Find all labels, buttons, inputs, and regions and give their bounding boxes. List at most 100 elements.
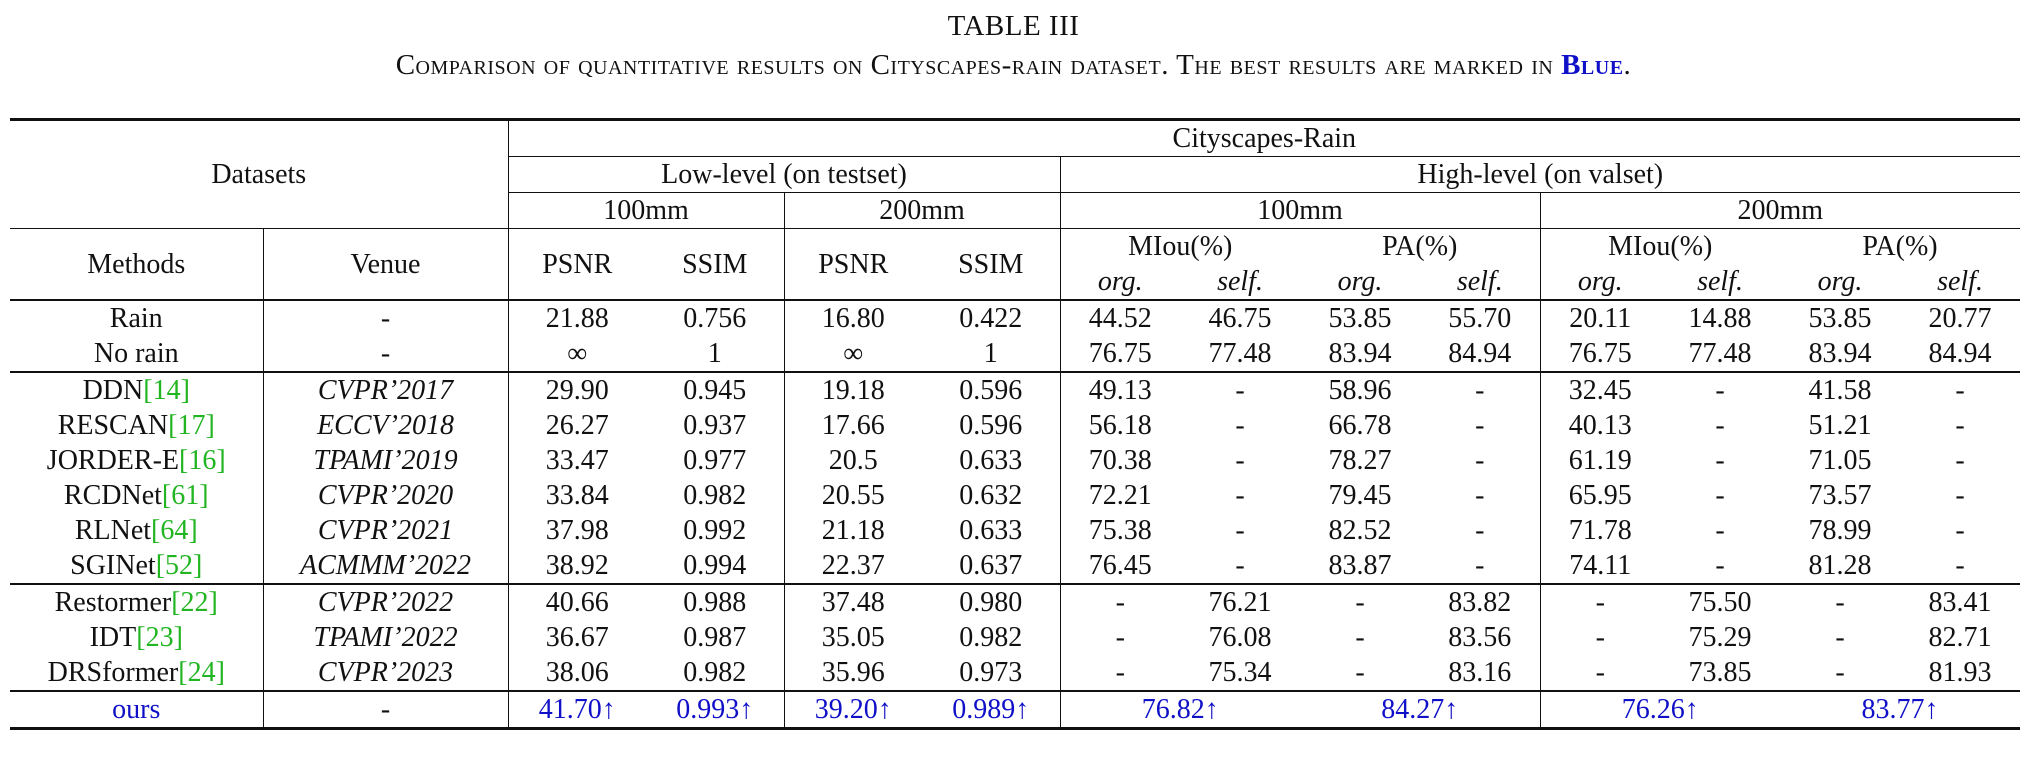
miou-200-self-cell: 77.48 xyxy=(1688,338,1752,369)
miou-200-org-cell: 61.19 xyxy=(1539,443,1661,478)
miou-100-self-cell: - xyxy=(1235,410,1245,441)
psnr-100-cell: 29.90 xyxy=(507,371,647,408)
psnr-100-cell: 37.98 xyxy=(507,513,647,548)
ssim-100-cell: 0.992 xyxy=(683,515,747,546)
miou-100-org-cell: 76.45 xyxy=(1059,548,1181,584)
table-subtitle: Comparison of quantitative results on Ci… xyxy=(0,49,2027,82)
results-table: Datasets Cityscapes-Rain Low-level (on t… xyxy=(10,118,2021,730)
method-name: Restormer xyxy=(54,587,172,618)
ssim-200-cell: 0.973 xyxy=(959,657,1023,688)
psnr-200-cell: 19.18 xyxy=(783,371,923,408)
method-citation: [14] xyxy=(143,375,190,406)
psnr-200-cell: ∞ xyxy=(783,336,923,372)
pa-100-org-cell: - xyxy=(1355,622,1365,653)
pa-200-self-header: self. xyxy=(1900,264,2021,301)
miou-100-self-cell: 76.21 xyxy=(1180,583,1301,620)
pa-200-self-cell: - xyxy=(1955,410,1965,441)
ssim-200-header: SSIM xyxy=(922,228,1061,301)
pa-200-self-cell: - xyxy=(1955,480,1965,511)
method-citation: [17] xyxy=(168,410,215,441)
ours-venue-cell: - xyxy=(262,690,509,729)
psnr-200-cell: 16.80 xyxy=(783,299,923,336)
high-200mm-header: 200mm xyxy=(1539,192,2021,229)
miou-200-self-cell: - xyxy=(1715,445,1725,476)
miou-200-org-cell: 76.75 xyxy=(1539,336,1661,372)
miou-200-self-cell: 75.50 xyxy=(1660,583,1781,620)
pa-200-org-cell: 73.57 xyxy=(1808,480,1872,511)
ssim-100-cell: 0.987 xyxy=(683,622,747,653)
pa-100-org-cell: 58.96 xyxy=(1300,371,1421,408)
method-name: No rain xyxy=(93,338,179,369)
ssim-200-cell: 0.982 xyxy=(959,622,1023,653)
ssim-100-cell: 1 xyxy=(707,338,722,369)
method-name: JORDER-E xyxy=(46,445,180,476)
ssim-100-cell: 0.937 xyxy=(683,410,747,441)
method-name: SGINet xyxy=(70,550,156,581)
pa-100-org-cell: 83.94 xyxy=(1328,338,1392,369)
method-citation: [22] xyxy=(171,587,218,618)
venue-cell: CVPR’2022 xyxy=(262,583,509,620)
miou-200-org-cell: - xyxy=(1539,620,1661,655)
table-row: JORDER-E[16] TPAMI’2019 33.47 0.977 20.5 0.63… xyxy=(10,443,2020,478)
miou-100-header: MIou(%) xyxy=(1059,228,1301,264)
psnr-200-cell: 20.55 xyxy=(783,478,923,513)
pa-100-self-cell: 83.16 xyxy=(1448,657,1512,688)
pa-200-org-header: org. xyxy=(1780,264,1901,301)
miou-200-org-header: org. xyxy=(1539,264,1661,301)
pa-100-org-header: org. xyxy=(1300,264,1421,301)
psnr-100-cell: 38.06 xyxy=(507,655,647,691)
pa-200-self-cell: - xyxy=(1955,445,1965,476)
ours-pa-200-cell: 83.77↑ xyxy=(1780,690,2021,729)
pa-100-org-cell: - xyxy=(1355,657,1365,688)
miou-200-org-cell: 74.11 xyxy=(1539,548,1661,584)
pa-200-org-cell: 81.28 xyxy=(1808,550,1872,581)
table-row: Rain -21.88 0.756 16.80 0.422 44.52 46.75 53.85… xyxy=(10,299,2021,336)
header-row-4: Methods Venue PSNR SSIM PSNR SSIM MIou(%… xyxy=(10,228,2021,301)
method-cell: Rain xyxy=(10,299,263,336)
miou-200-self-cell: 73.85 xyxy=(1688,657,1752,688)
method-cell: RESCAN[17] xyxy=(10,408,263,443)
psnr-100-header: PSNR xyxy=(507,228,647,301)
miou-200-org-cell: 32.45 xyxy=(1539,371,1661,408)
method-cell: No rain xyxy=(10,336,263,372)
pa-200-org-cell: 53.85 xyxy=(1780,299,1901,336)
pa-200-org-cell: - xyxy=(1780,583,1901,620)
header-row-5: org. self. org. self. org. self. org. se… xyxy=(10,264,2021,301)
venue-cell: CVPR’2017 xyxy=(262,371,509,408)
venue-cell: CVPR’2023 xyxy=(262,655,509,691)
ssim-100-cell: 0.982 xyxy=(683,657,747,688)
miou-200-org-cell: 65.95 xyxy=(1539,478,1661,513)
miou-200-self-cell: 75.29 xyxy=(1688,622,1752,653)
method-cell: SGINet[52] xyxy=(10,548,263,584)
miou-100-self-cell: 77.48 xyxy=(1208,338,1272,369)
dataset-name-header: Cityscapes-Rain xyxy=(507,119,2021,157)
miou-100-org-cell: 56.18 xyxy=(1059,408,1181,443)
pa-200-self-cell: 82.71 xyxy=(1928,622,1992,653)
method-cell: IDT[23] xyxy=(10,620,263,655)
method-name: RLNet xyxy=(74,515,152,546)
ssim-200-cell: 0.422 xyxy=(922,299,1061,336)
ours-miou-100-cell: 76.82↑ xyxy=(1059,690,1301,729)
psnr-100-cell: 38.92 xyxy=(507,548,647,584)
venue-cell: CVPR’2020 xyxy=(262,478,509,513)
miou-200-self-cell: - xyxy=(1660,371,1781,408)
miou-200-self-cell: - xyxy=(1715,515,1725,546)
miou-100-self-cell: - xyxy=(1235,480,1245,511)
miou-100-self-cell: 76.08 xyxy=(1208,622,1272,653)
venue-cell: ECCV’2018 xyxy=(262,408,509,443)
method-citation: [23] xyxy=(136,622,183,653)
pa-100-self-cell: - xyxy=(1475,480,1485,511)
ssim-200-cell: 0.980 xyxy=(922,583,1061,620)
pa-200-org-cell: - xyxy=(1835,657,1845,688)
pa-100-org-cell: - xyxy=(1300,583,1421,620)
miou-200-self-cell: - xyxy=(1715,550,1725,581)
pa-200-org-cell: 41.58 xyxy=(1780,371,1901,408)
method-cell: DDN[14] xyxy=(10,371,263,408)
low-level-header: Low-level (on testset) xyxy=(507,156,1061,193)
pa-200-org-cell: 51.21 xyxy=(1808,410,1872,441)
psnr-100-cell: ∞ xyxy=(507,336,647,372)
miou-100-self-cell: 46.75 xyxy=(1180,299,1301,336)
miou-100-self-cell: - xyxy=(1235,445,1245,476)
pa-200-header: PA(%) xyxy=(1780,228,2021,264)
miou-100-org-cell: - xyxy=(1059,583,1181,620)
